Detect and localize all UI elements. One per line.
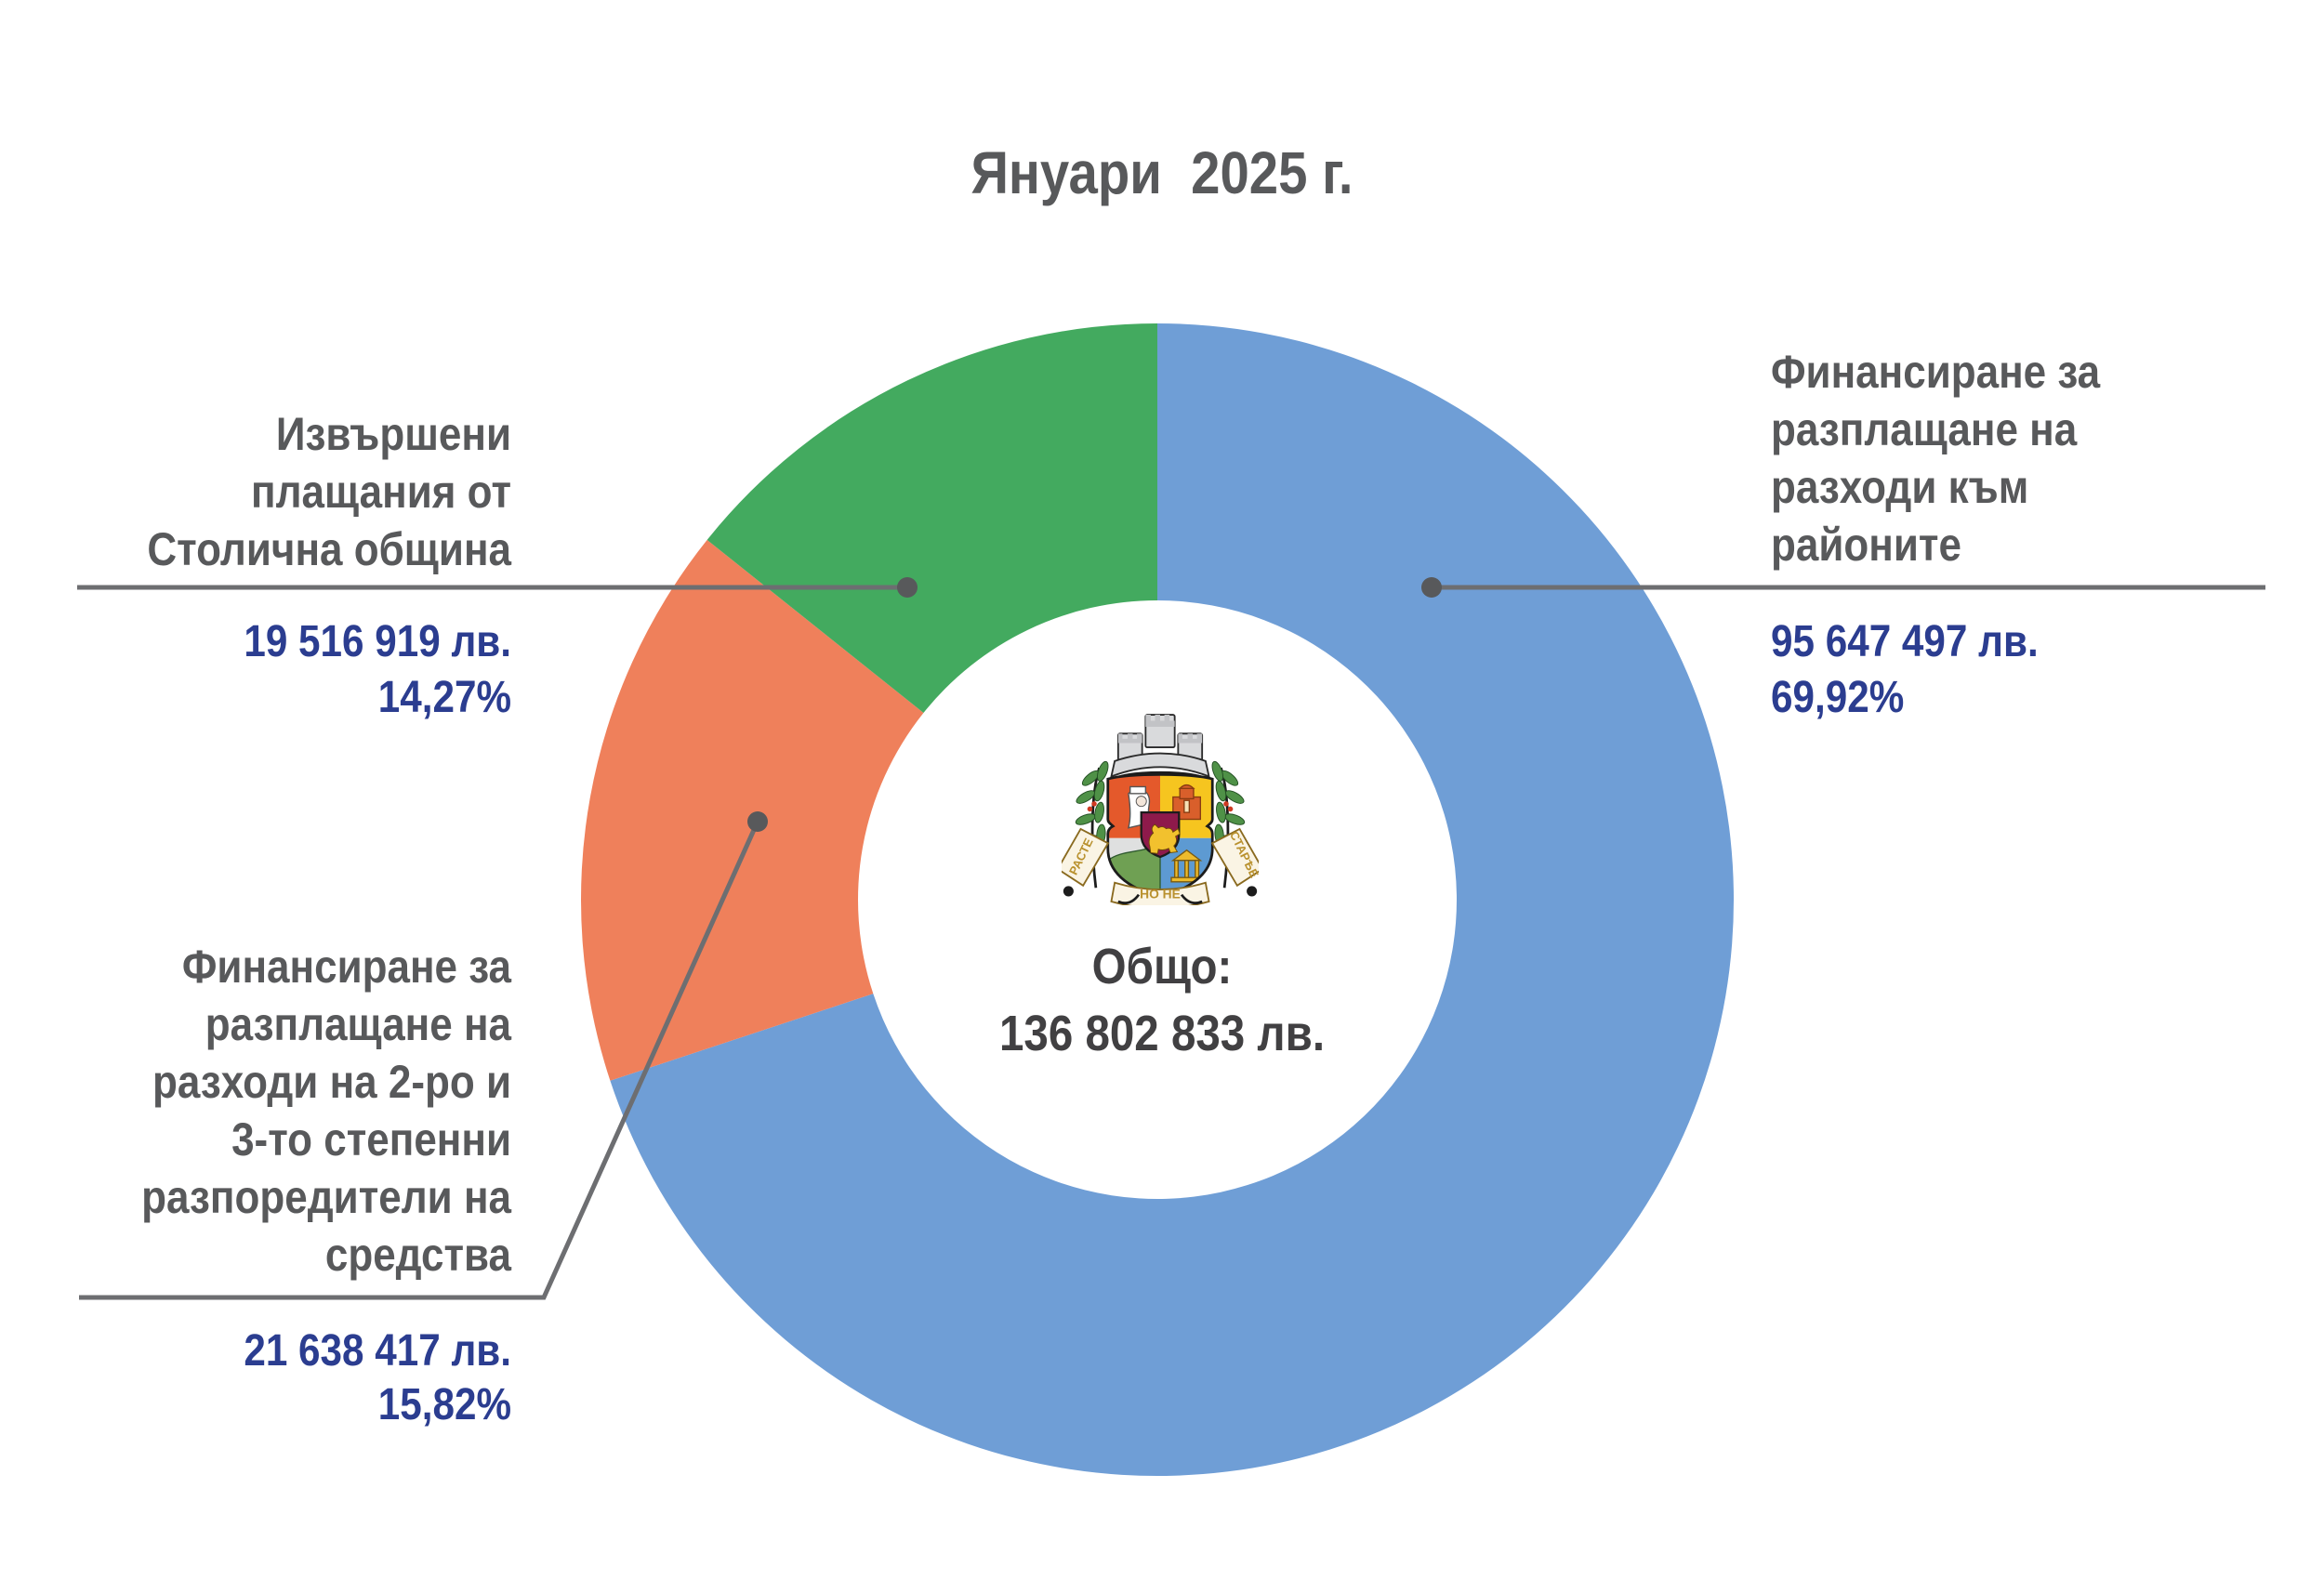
- segment-values-blue: 95 647 497 лв. 69,92%: [1771, 617, 2039, 722]
- lion-icon: [1148, 823, 1181, 854]
- donut-center-total: Общо: 136 802 833 лв.: [998, 939, 1326, 1061]
- segment-label-orange: Финансиране за разплащане на разходи на …: [141, 941, 511, 1281]
- lion-escutcheon: [1140, 810, 1181, 859]
- donut-segment-0: [610, 323, 1734, 1476]
- segment-values-green: 19 516 919 лв. 14,27%: [244, 617, 511, 722]
- donut-segment-1: [580, 539, 924, 1081]
- segment-label-blue: Финансиране за разплащане на разходи към…: [1771, 346, 2101, 571]
- leader-dot-orange-segment: [747, 811, 768, 832]
- donut-segments: [580, 323, 1734, 1476]
- leader-dot-green-segment: [897, 577, 918, 598]
- shield-outline: [1106, 773, 1214, 899]
- segment-label-green: Извършени плащания от Столична община: [147, 408, 511, 575]
- page-title: Януари 2025 г.: [971, 139, 1353, 206]
- segment-values-orange: 21 638 417 лв. 15,82%: [244, 1326, 511, 1429]
- bath-canopy-icon: [1170, 849, 1203, 883]
- donut-segment-2: [706, 323, 1157, 713]
- crown-icon: [1110, 714, 1210, 778]
- leader-dot-blue-segment: [1421, 577, 1442, 598]
- motto-center: НО НЕ: [1140, 886, 1181, 901]
- leader-line-orange-segment: [79, 820, 760, 1300]
- sofia-coat-of-arms: РАСТЕ НО НЕ СТАРѢЕ: [1062, 714, 1259, 905]
